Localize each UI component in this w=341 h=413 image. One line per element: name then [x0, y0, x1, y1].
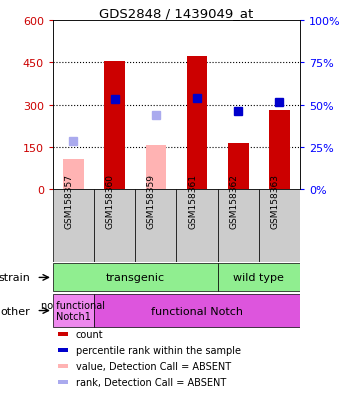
Title: GDS2848 / 1439049_at: GDS2848 / 1439049_at	[99, 7, 254, 19]
Bar	[94, 190, 135, 262]
Text: rank, Detection Call = ABSENT: rank, Detection Call = ABSENT	[76, 377, 226, 387]
Bar	[53, 264, 218, 292]
Bar	[53, 294, 94, 328]
Text: wild type: wild type	[234, 273, 284, 283]
Bar	[63, 160, 84, 190]
Bar	[187, 57, 207, 190]
Bar	[53, 190, 94, 262]
Bar	[94, 294, 300, 328]
Bar	[58, 364, 68, 368]
Bar	[135, 190, 177, 262]
Bar	[218, 264, 300, 292]
Bar	[104, 62, 125, 190]
Text: transgenic: transgenic	[106, 273, 165, 283]
Text: GSM158359: GSM158359	[147, 173, 156, 228]
Text: GSM158357: GSM158357	[64, 173, 73, 228]
Bar	[58, 348, 68, 352]
Text: count: count	[76, 329, 103, 339]
Text: GSM158363: GSM158363	[270, 173, 280, 228]
Text: GSM158361: GSM158361	[188, 173, 197, 228]
Text: strain: strain	[0, 273, 30, 283]
Bar	[228, 144, 249, 190]
Text: no functional
Notch1: no functional Notch1	[42, 300, 105, 322]
Bar	[58, 332, 68, 336]
Text: percentile rank within the sample: percentile rank within the sample	[76, 345, 241, 355]
Bar	[259, 190, 300, 262]
Text: other: other	[0, 306, 30, 316]
Bar	[58, 380, 68, 384]
Bar	[177, 190, 218, 262]
Text: GSM158360: GSM158360	[106, 173, 115, 228]
Bar	[218, 190, 259, 262]
Bar	[269, 111, 290, 190]
Text: GSM158362: GSM158362	[229, 173, 238, 228]
Text: functional Notch: functional Notch	[151, 306, 243, 316]
Text: value, Detection Call = ABSENT: value, Detection Call = ABSENT	[76, 361, 231, 371]
Bar	[146, 146, 166, 190]
